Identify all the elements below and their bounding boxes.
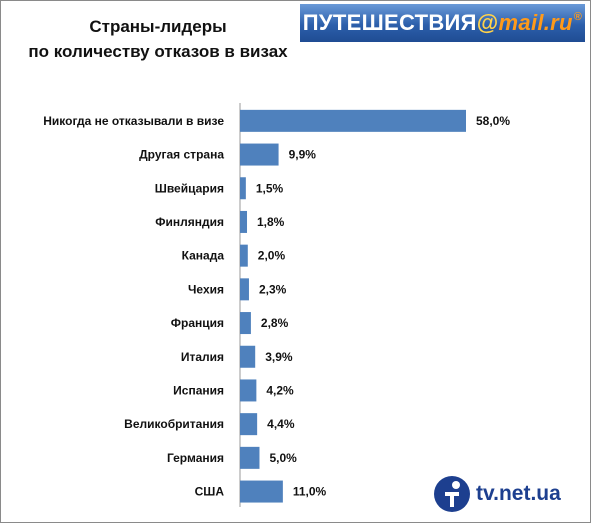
bar [240, 210, 248, 233]
category-label: Канада [182, 249, 225, 263]
chart-title: Страны-лидеры по количеству отказов в ви… [18, 14, 298, 64]
bar [240, 345, 256, 368]
tv-net-ua-watermark: tv.net.ua [432, 474, 561, 514]
value-label: 1,5% [256, 181, 284, 195]
tv-net-ua-logo-icon [434, 476, 470, 512]
category-label: Великобритания [124, 417, 224, 431]
value-label: 9,9% [289, 148, 317, 162]
value-label: 58,0% [476, 114, 510, 128]
value-label: 2,3% [259, 282, 287, 296]
bar [240, 278, 249, 301]
value-label: 2,0% [258, 249, 286, 263]
category-label: Никогда не отказывали в визе [43, 114, 224, 128]
bar [240, 480, 283, 503]
logo-at-sign: @ [476, 10, 499, 35]
category-label: Франция [171, 316, 224, 330]
logo-domain: mail.ru [498, 10, 573, 35]
logo-prefix: ПУТЕШЕСТВИЯ [302, 10, 477, 35]
chart-title-line-1: Страны-лидеры [89, 17, 227, 36]
bar [240, 413, 258, 436]
value-label: 1,8% [257, 215, 285, 229]
bar [240, 379, 257, 402]
value-label: 2,8% [261, 316, 289, 330]
category-label: США [195, 485, 225, 499]
bar [240, 312, 251, 335]
category-label: Италия [181, 350, 224, 364]
puteshestviya-mail-logo: ПУТЕШЕСТВИЯ @ mail.ru ® [300, 4, 585, 42]
watermark-text: tv.net.ua [476, 482, 561, 505]
category-label: Другая страна [139, 148, 224, 162]
value-label: 11,0% [293, 485, 327, 499]
bar [240, 446, 260, 469]
category-label: Финляндия [155, 215, 224, 229]
chart-title-line-2: по количеству отказов в визах [28, 42, 288, 61]
value-label: 5,0% [269, 451, 297, 465]
bar [240, 143, 279, 166]
bar [240, 177, 246, 200]
value-label: 3,9% [265, 350, 293, 364]
category-label: Германия [167, 451, 224, 465]
value-label: 4,4% [267, 417, 295, 431]
value-label: 4,2% [266, 383, 294, 397]
bar [240, 109, 466, 132]
bar-series: Никогда не отказывали в визе 58,0% Другая … [43, 109, 510, 503]
registered-mark-icon: ® [573, 11, 583, 23]
category-label: Чехия [188, 282, 224, 296]
bar [240, 244, 248, 267]
category-label: Испания [173, 383, 224, 397]
category-label: Швейцария [155, 181, 224, 195]
